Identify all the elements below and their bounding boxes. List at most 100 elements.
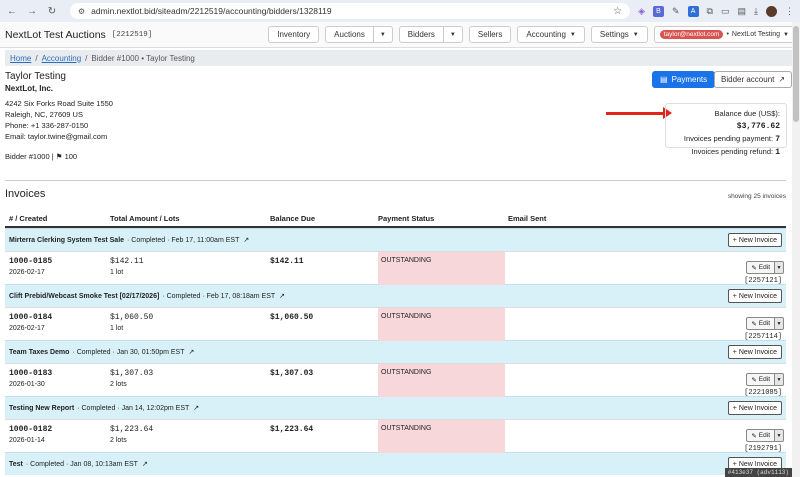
payments-icon: ▤ bbox=[660, 75, 668, 84]
reload-icon[interactable]: ↻ bbox=[47, 5, 57, 17]
nav-accounting[interactable]: Accounting ▼ bbox=[517, 26, 585, 43]
auction-group-row: Clift Prebid/Webcast Smoke Test [02/17/2… bbox=[5, 284, 786, 307]
paddle-number: 100 bbox=[64, 152, 78, 161]
scrollbar-thumb[interactable] bbox=[793, 26, 799, 122]
auction-name[interactable]: Team Taxes Demo bbox=[9, 348, 70, 356]
breadcrumb-separator: / bbox=[85, 53, 88, 63]
tab-search-icon[interactable]: ▤ bbox=[737, 5, 747, 16]
new-invoice-label: New Invoice bbox=[738, 404, 777, 412]
edit-dropdown[interactable]: ▼ bbox=[775, 317, 784, 330]
nav-auctions-dropdown[interactable]: ▼ bbox=[373, 26, 393, 43]
translate-icon[interactable]: A bbox=[687, 5, 699, 17]
extension-icon[interactable]: ◈ bbox=[638, 5, 645, 16]
auction-meta: · Completed · Jan 08, 10:13am EST bbox=[25, 460, 138, 468]
auction-meta: · Completed · Jan 30, 01:50pm EST bbox=[72, 348, 185, 356]
edit-label: Edit bbox=[758, 320, 770, 327]
annotation-arrow bbox=[606, 107, 672, 119]
nav-bidders-group: Bidders ▼ bbox=[398, 26, 463, 43]
auction-name[interactable]: Clift Prebid/Webcast Smoke Test [02/17/2… bbox=[9, 292, 160, 300]
nav-sellers[interactable]: Sellers bbox=[468, 26, 512, 43]
eyedropper-icon[interactable]: ✎ bbox=[672, 5, 680, 16]
new-invoice-button[interactable]: + New Invoice bbox=[727, 401, 782, 415]
breadcrumb-separator: / bbox=[35, 53, 38, 63]
invoice-date: 2026-01-30 bbox=[9, 381, 45, 388]
edit-button[interactable]: ✎ Edit bbox=[746, 429, 775, 442]
edit-button[interactable]: ✎ Edit bbox=[746, 317, 775, 330]
payment-status: OUTSTANDING bbox=[378, 308, 505, 341]
invoice-number[interactable]: 1000-0185 bbox=[9, 257, 53, 266]
table-row: 1000-0184 2026-02-17 $1,060.50 1 lot $1,060.… bbox=[5, 307, 786, 341]
caret-down-icon: ▼ bbox=[776, 264, 782, 271]
nav-settings[interactable]: Settings ▼ bbox=[590, 26, 648, 43]
address-line-2: Raleigh, NC, 27609 US bbox=[5, 110, 83, 119]
profile-avatar[interactable] bbox=[766, 5, 777, 17]
bidder-number-line: Bidder #1000 | ⚑ 100 bbox=[5, 152, 113, 161]
nav-bidders-dropdown[interactable]: ▼ bbox=[443, 26, 463, 43]
edit-label: Edit bbox=[758, 264, 770, 271]
url-text[interactable]: admin.nextlot.bid/siteadm/2212519/accoun… bbox=[91, 6, 332, 16]
breadcrumb-home[interactable]: Home bbox=[10, 53, 32, 63]
forward-icon[interactable]: → bbox=[27, 5, 37, 17]
address-bar[interactable]: ⚙ admin.nextlot.bid/siteadm/2212519/acco… bbox=[70, 3, 631, 19]
invoice-number[interactable]: 1000-0184 bbox=[9, 313, 53, 322]
new-invoice-button[interactable]: + New Invoice bbox=[727, 345, 782, 359]
edit-dropdown[interactable]: ▼ bbox=[775, 373, 784, 386]
auction-group-row: Testing New Report · Completed · Jan 14, … bbox=[5, 396, 786, 419]
edit-button-group: ✎ Edit ▼ bbox=[746, 368, 784, 386]
cast-icon[interactable]: ▭ bbox=[720, 5, 730, 16]
external-link-icon[interactable]: ↗ bbox=[279, 293, 286, 300]
breadcrumb-accounting[interactable]: Accounting bbox=[41, 53, 82, 63]
user-menu[interactable]: taylor@nextlot.com • NextLot Testing ▼ bbox=[653, 26, 795, 43]
edit-icon: ✎ bbox=[751, 264, 757, 272]
external-link-icon[interactable]: ↗ bbox=[243, 237, 250, 244]
table-row: 1000-0182 2026-01-14 $1,223.64 2 lots $1,223… bbox=[5, 419, 786, 453]
bidder-account-label: Bidder account bbox=[721, 75, 775, 84]
paddle-icon: ⚑ bbox=[55, 152, 63, 161]
pending-refund-label: Invoices pending refund: bbox=[691, 147, 774, 156]
invoice-number[interactable]: 1000-0183 bbox=[9, 369, 53, 378]
menu-icon[interactable]: ⋮ bbox=[785, 5, 794, 16]
edit-dropdown[interactable]: ▼ bbox=[775, 429, 784, 442]
table-row: 1000-0185 2026-02-17 $142.11 1 lot $142.11 OU… bbox=[5, 251, 786, 285]
new-invoice-label: New Invoice bbox=[738, 348, 777, 356]
plus-icon: + bbox=[732, 348, 737, 356]
edit-icon: ✎ bbox=[751, 432, 757, 440]
plus-icon: + bbox=[732, 292, 737, 300]
external-link-icon[interactable]: ↗ bbox=[141, 461, 148, 468]
invoice-count: showing 25 invoices bbox=[727, 193, 786, 200]
bidder-account-button[interactable]: Bidder account ↗ bbox=[714, 71, 793, 88]
col-amount: Total Amount / Lots bbox=[110, 213, 180, 223]
payments-button[interactable]: ▤ Payments bbox=[652, 71, 716, 88]
new-invoice-button[interactable]: + New Invoice bbox=[727, 289, 782, 303]
invoice-balance: $1,307.03 bbox=[270, 369, 314, 378]
invoice-amount: $1,307.03 bbox=[110, 369, 154, 378]
invoice-amount: $1,060.50 bbox=[110, 313, 154, 322]
edit-button[interactable]: ✎ Edit bbox=[746, 261, 775, 274]
auction-name[interactable]: Mirterra Clerking System Test Sale bbox=[9, 236, 125, 244]
site-info-icon[interactable]: ⚙ bbox=[78, 6, 86, 16]
bookmark-star-icon[interactable]: ☆ bbox=[613, 5, 623, 17]
separator-dot: • bbox=[726, 31, 729, 38]
edit-button[interactable]: ✎ Edit bbox=[746, 373, 775, 386]
auction-group-row: Team Taxes Demo · Completed · Jan 30, 01:… bbox=[5, 340, 786, 363]
back-icon[interactable]: ← bbox=[7, 5, 17, 17]
edit-dropdown[interactable]: ▼ bbox=[775, 261, 784, 274]
nav-bidders[interactable]: Bidders bbox=[398, 26, 444, 43]
external-link-icon[interactable]: ↗ bbox=[188, 349, 195, 356]
new-invoice-button[interactable]: + New Invoice bbox=[727, 233, 782, 247]
invoices-heading: Invoices bbox=[5, 188, 46, 200]
external-link-icon[interactable]: ↗ bbox=[193, 405, 200, 412]
auction-name[interactable]: Testing New Report bbox=[9, 404, 75, 412]
external-link-icon: ↗ bbox=[778, 75, 786, 84]
plus-icon: + bbox=[732, 236, 737, 244]
brand-title[interactable]: NextLot Test Auctions bbox=[5, 28, 106, 41]
invoice-id: [2192791] bbox=[744, 445, 782, 453]
download-icon[interactable]: ⤓ bbox=[754, 5, 758, 16]
page-scrollbar[interactable] bbox=[792, 22, 800, 477]
auction-name[interactable]: Test bbox=[9, 460, 23, 468]
nav-auctions[interactable]: Auctions bbox=[325, 26, 374, 43]
extension-badge-icon[interactable]: B bbox=[653, 5, 664, 17]
nav-inventory[interactable]: Inventory bbox=[268, 26, 320, 43]
invoice-number[interactable]: 1000-0182 bbox=[9, 425, 53, 434]
puzzle-icon[interactable]: ⧉ bbox=[706, 5, 713, 16]
